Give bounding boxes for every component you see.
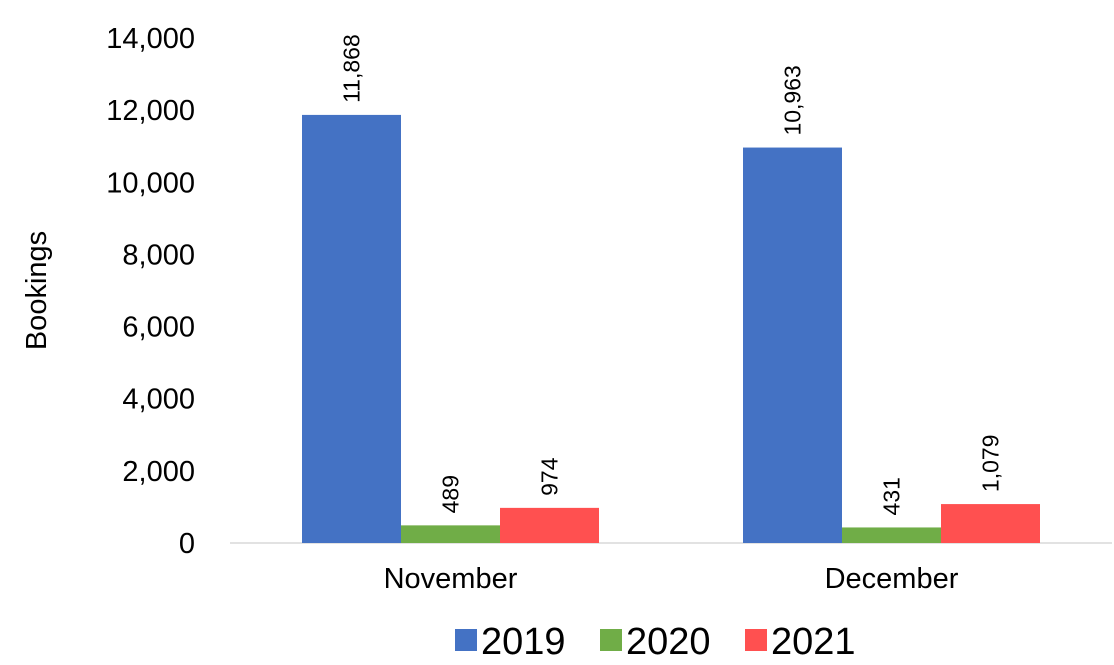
y-tick-label: 8,000 (122, 239, 195, 271)
bar-2019-december (743, 147, 842, 543)
y-axis-title: Bookings (21, 231, 53, 350)
bar-2020-december (842, 527, 941, 543)
y-tick-label: 14,000 (106, 23, 195, 55)
category-label: November (384, 563, 518, 595)
category-label: December (825, 563, 959, 595)
y-axis-ticks: 0 2,000 4,000 6,000 8,000 10,000 12,000 14,000 (106, 23, 195, 560)
legend-label: 2020 (626, 621, 711, 663)
y-tick-label: 10,000 (106, 167, 195, 199)
legend-label: 2021 (771, 621, 856, 663)
data-label: 1,079 (978, 435, 1004, 493)
bar-2020-november (401, 525, 500, 543)
category-labels: November December (384, 563, 959, 595)
data-label: 11,868 (339, 34, 365, 103)
legend-swatch-2021 (745, 629, 767, 651)
legend-swatch-2020 (600, 629, 622, 651)
legend-swatch-2019 (455, 629, 477, 651)
data-label: 974 (537, 457, 563, 496)
bar-2021-november (500, 507, 599, 543)
data-labels-group: 11,868 489 974 10,963 431 1,079 (339, 34, 1004, 515)
bar-2019-november (302, 114, 401, 543)
y-tick-label: 12,000 (106, 95, 195, 127)
legend: 2019 2020 2021 (455, 621, 856, 663)
data-label: 10,963 (780, 65, 806, 135)
legend-label: 2019 (481, 621, 566, 663)
data-label: 489 (438, 475, 464, 513)
bar-2021-december (941, 504, 1040, 543)
y-tick-label: 4,000 (122, 384, 195, 416)
y-tick-label: 0 (179, 528, 195, 560)
y-tick-label: 2,000 (122, 456, 195, 488)
y-tick-label: 6,000 (122, 312, 195, 344)
data-label: 431 (879, 477, 905, 515)
bars-group (302, 114, 1040, 543)
